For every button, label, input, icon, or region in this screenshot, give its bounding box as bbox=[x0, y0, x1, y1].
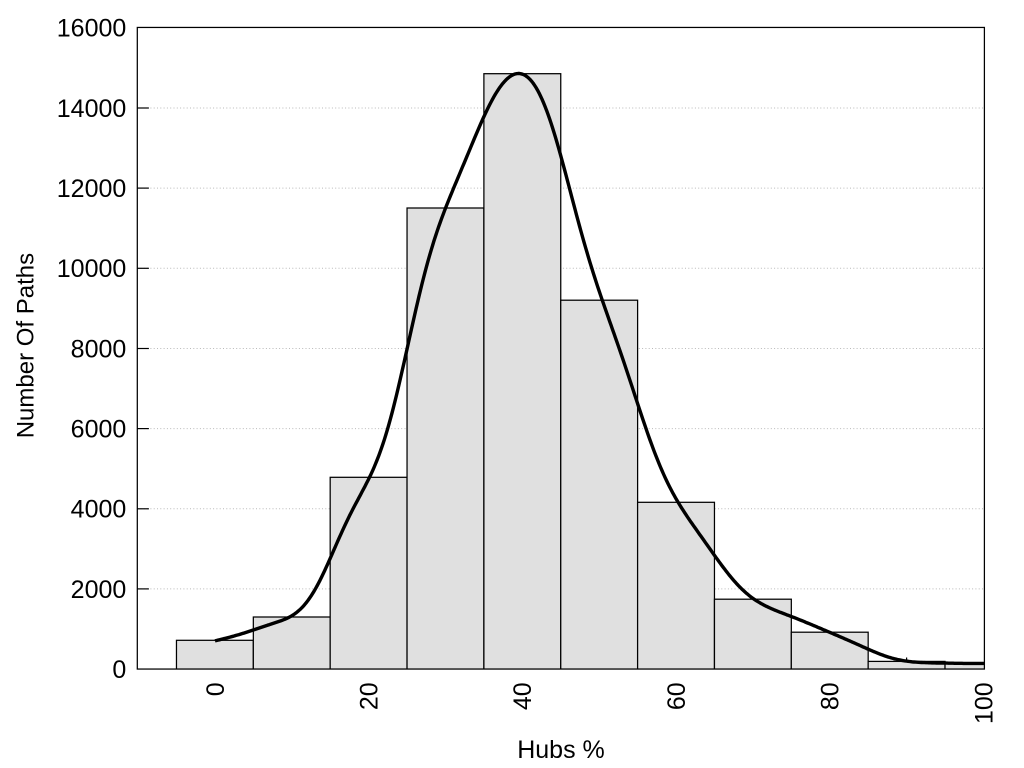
svg-text:80: 80 bbox=[817, 682, 845, 710]
svg-text:0: 0 bbox=[202, 682, 230, 696]
svg-text:Hubs %: Hubs % bbox=[517, 736, 605, 764]
svg-text:10000: 10000 bbox=[57, 255, 127, 283]
svg-text:Number Of Paths: Number Of Paths bbox=[13, 253, 40, 438]
svg-text:20: 20 bbox=[356, 682, 384, 710]
svg-text:14000: 14000 bbox=[57, 95, 127, 123]
svg-text:4000: 4000 bbox=[71, 496, 127, 524]
svg-text:6000: 6000 bbox=[71, 416, 127, 444]
svg-text:100: 100 bbox=[970, 682, 998, 724]
svg-text:60: 60 bbox=[663, 682, 691, 710]
svg-text:40: 40 bbox=[509, 682, 537, 710]
svg-text:16000: 16000 bbox=[57, 15, 127, 43]
svg-text:8000: 8000 bbox=[71, 335, 127, 363]
svg-text:2000: 2000 bbox=[71, 576, 127, 604]
svg-text:12000: 12000 bbox=[57, 175, 127, 203]
svg-text:0: 0 bbox=[112, 656, 126, 684]
